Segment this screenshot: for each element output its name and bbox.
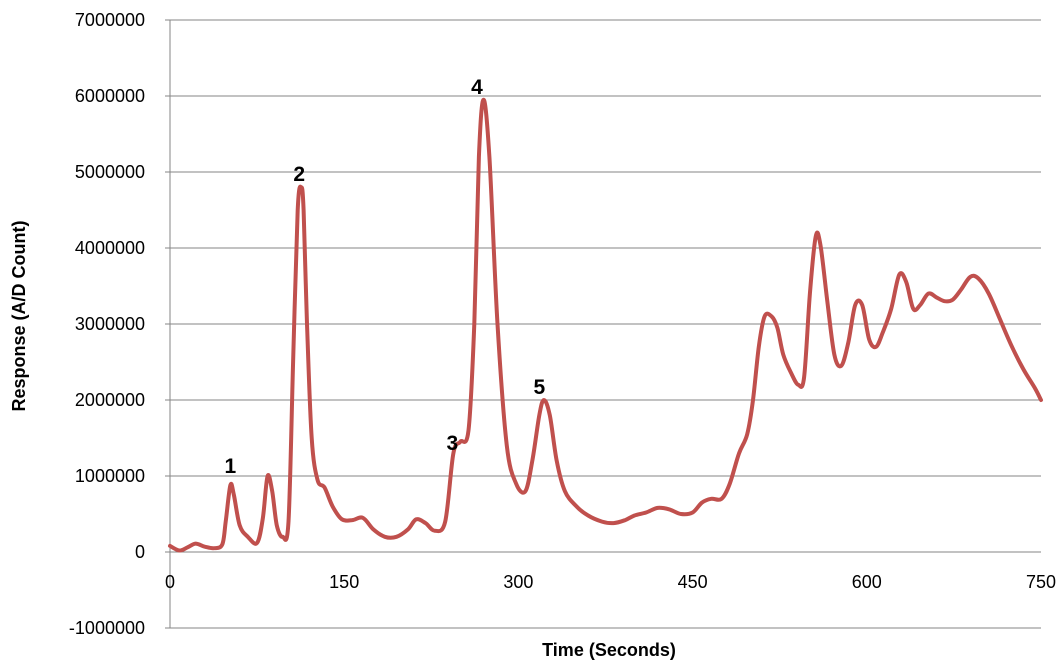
x-tick-label: 0 (165, 572, 175, 592)
x-tick-label: 600 (852, 572, 882, 592)
peak-label: 5 (533, 376, 545, 399)
peak-label: 1 (225, 455, 237, 478)
x-tick-label: 750 (1026, 572, 1056, 592)
peak-label: 3 (446, 432, 458, 455)
y-tick-label: 3000000 (75, 314, 145, 334)
y-tick-label: 2000000 (75, 390, 145, 410)
y-tick-label: 6000000 (75, 86, 145, 106)
peak-annotations: 1 2 3 4 5 (225, 76, 546, 478)
y-tick-label: 7000000 (75, 10, 145, 30)
peak-label: 2 (293, 163, 305, 186)
y-tick-label: -1000000 (69, 618, 145, 638)
peak-label: 4 (471, 76, 483, 99)
y-tick-label: 1000000 (75, 466, 145, 486)
axes (165, 19, 1041, 629)
x-tick-label: 150 (329, 572, 359, 592)
y-tick-label: 5000000 (75, 162, 145, 182)
series-layer (168, 97, 1043, 553)
x-tick-label: 300 (503, 572, 533, 592)
y-tick-label: 4000000 (75, 238, 145, 258)
x-axis-title: Time (Seconds) (542, 640, 676, 660)
y-axis-title: Response (A/D Count) (9, 220, 29, 411)
x-tick-label: 450 (678, 572, 708, 592)
series-line (168, 97, 1043, 553)
y-tick-label: 0 (135, 542, 145, 562)
x-tick-labels: 0 150 300 450 600 750 (165, 572, 1056, 592)
y-tick-labels: -1000000 0 1000000 2000000 3000000 4000000 500… (69, 10, 145, 638)
gridlines (170, 19, 1041, 629)
